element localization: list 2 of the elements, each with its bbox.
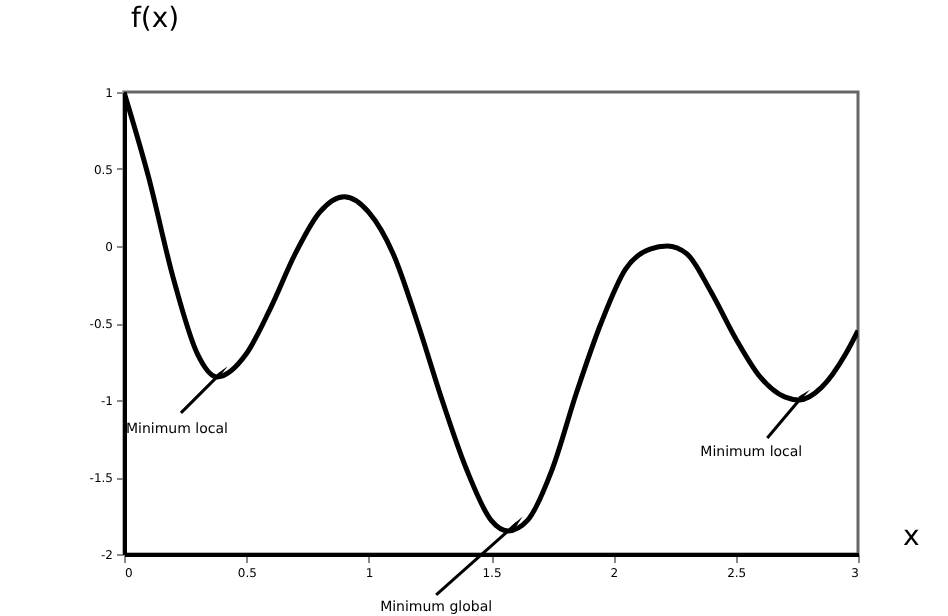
y-axis-title: f(x) bbox=[131, 3, 180, 35]
x-axis-title: x bbox=[903, 521, 920, 553]
